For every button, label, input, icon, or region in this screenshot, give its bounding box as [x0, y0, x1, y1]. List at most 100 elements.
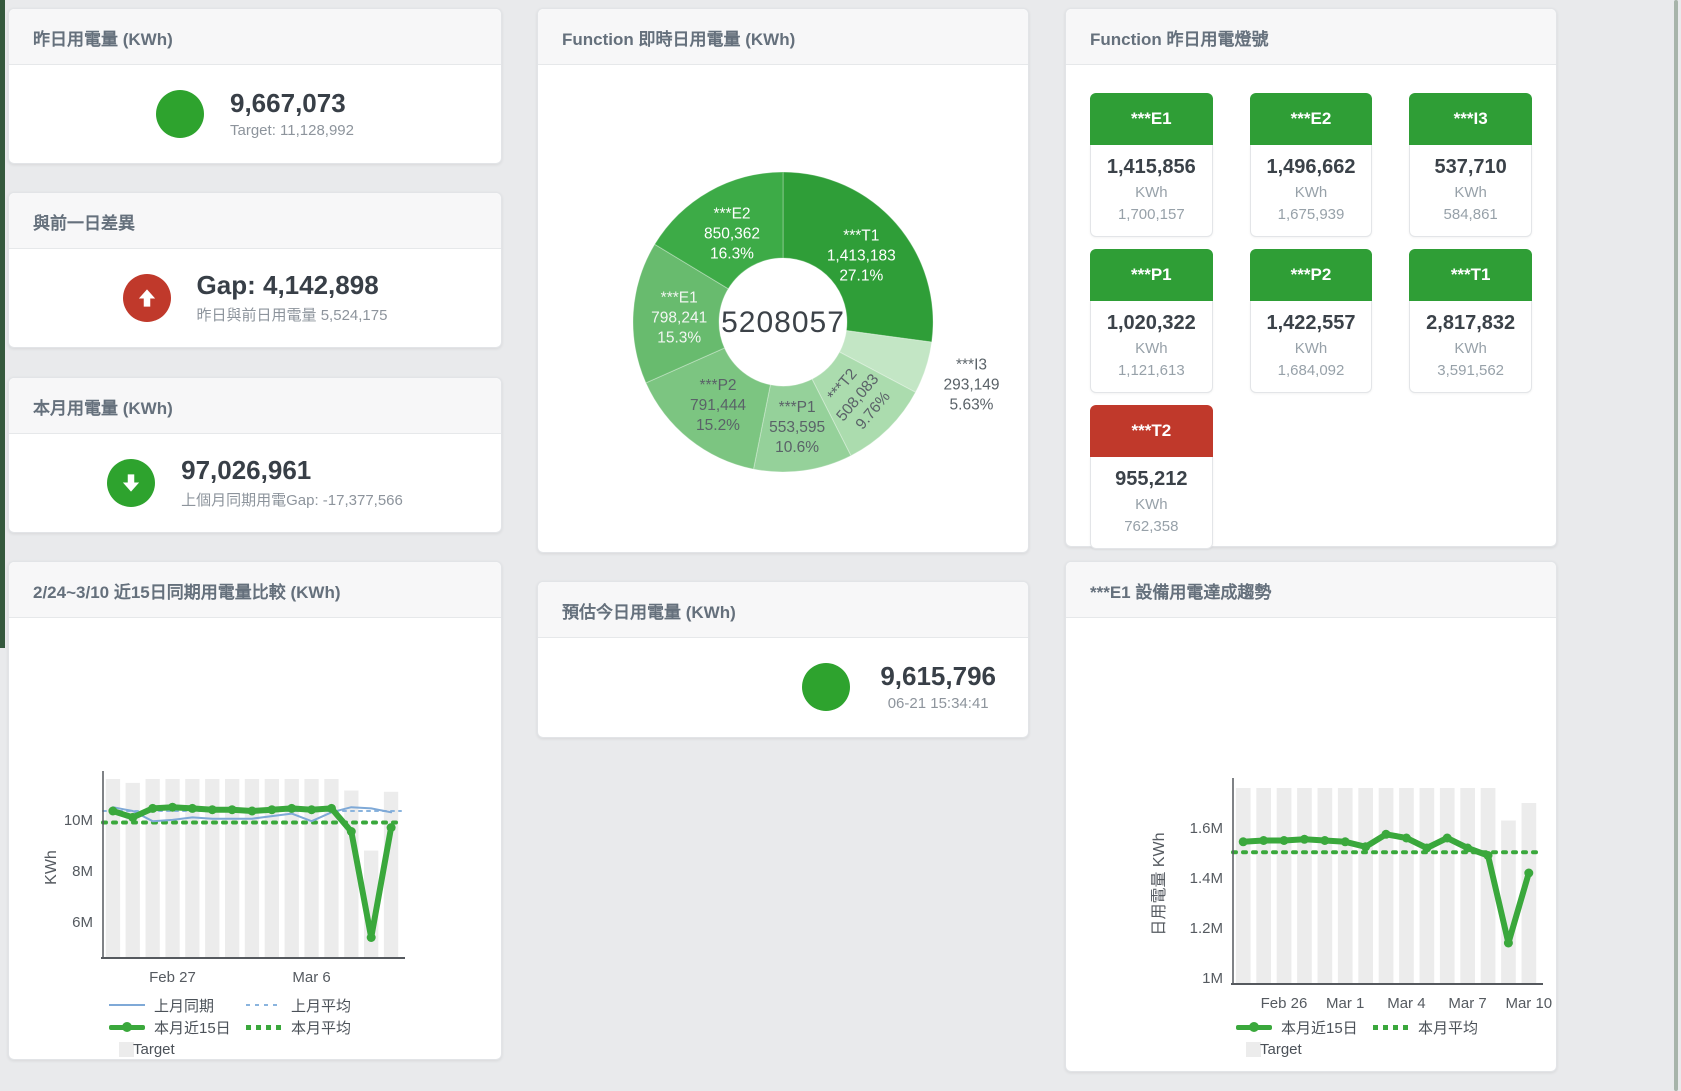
y-tick-label: 1.2M [1190, 920, 1223, 937]
tile-status-header: ***E1 [1090, 93, 1213, 145]
kpi-subtitle: 上個月同期用電Gap: -17,377,566 [181, 491, 403, 509]
kpi-value: Gap: 4,142,898 [196, 270, 379, 301]
target-bar [1399, 788, 1414, 984]
y-tick-label: 10M [64, 812, 93, 829]
tile-status-header: ***T2 [1090, 405, 1213, 457]
donut-slice-label: ***P2 791,444 15.2% [690, 377, 746, 434]
scrollbar[interactable] [1674, 0, 1678, 1091]
legend-item[interactable]: 上月平均 [246, 995, 351, 1016]
legend-item[interactable]: 上月同期 [109, 995, 246, 1016]
target-bar [1378, 788, 1394, 984]
legend-label: 本月平均 [1418, 1019, 1479, 1037]
y-axis-label: KWh [43, 850, 60, 885]
donut-slice[interactable] [782, 171, 934, 343]
target-swatch-icon [1246, 1041, 1261, 1057]
kpi-target: Target: 11,128,992 [230, 121, 354, 139]
card-title: Function 即時日用電量 (KWh) [538, 9, 1028, 65]
tile-status-header: ***P1 [1090, 249, 1213, 301]
device-tile[interactable]: ***I3 537,710 KWh 584,861 [1409, 93, 1532, 237]
legend-item[interactable]: 本月近15日 [109, 1017, 246, 1038]
device-tile[interactable]: ***T2 955,212 KWh 762,358 [1090, 405, 1213, 549]
device-tile[interactable]: ***T1 2,817,832 KWh 3,591,562 [1409, 249, 1532, 393]
chart-legend: 本月近15日 本月平均 Target [1236, 1016, 1556, 1060]
data-point [128, 812, 138, 822]
donut-slice[interactable] [811, 351, 917, 457]
legend-label: Target [133, 1040, 175, 1058]
target-bar [383, 791, 399, 958]
x-tick-label: Feb 27 [149, 969, 196, 986]
legend-label: 本月平均 [291, 1019, 352, 1037]
y-tick-label: 6M [72, 914, 93, 931]
data-point [267, 805, 277, 815]
data-point [386, 823, 396, 833]
tile-body: 2,817,832 KWh 3,591,562 [1409, 301, 1532, 393]
kpi-body: 9,667,073 Target: 11,128,992 [9, 65, 501, 163]
x-tick-label: Feb 26 [1261, 995, 1308, 1012]
card-month-usage: 本月用電量 (KWh) 97,026,961 上個月同期用電Gap: -17,3… [8, 377, 502, 533]
tile-status-header: ***T1 [1409, 249, 1532, 301]
legend-item[interactable]: 本月近15日 [1236, 1017, 1373, 1038]
x-tick-label: Mar 6 [292, 969, 330, 986]
donut-slice-label: ***E2 850,362 16.3% [704, 205, 760, 262]
tile-body: 1,496,662 KWh 1,675,939 [1249, 145, 1373, 237]
target-bar [1460, 788, 1475, 984]
card-day-gap: 與前一日差異 Gap: 4,142,898 昨日與前日用電量 5,524,175 [8, 192, 502, 348]
legend-label: 本月近15日 [1281, 1019, 1358, 1037]
legend-label: 本月近15日 [154, 1019, 231, 1037]
arrow-down-icon [107, 459, 156, 507]
target-bar [1235, 788, 1251, 984]
target-bar [105, 779, 121, 958]
donut-slice[interactable] [645, 347, 771, 470]
card-15day-comparison: 2/24~3/10 近15日同期用電量比較 (KWh) 6M 8M 10M Feb 2… [8, 561, 502, 1060]
data-point [1524, 868, 1534, 878]
data-point [1299, 834, 1309, 844]
legend-item[interactable]: 本月平均 [1373, 1017, 1478, 1038]
tile-unit: KWh [1294, 184, 1328, 201]
card-title: 預估今日用電量 (KWh) [538, 582, 1028, 638]
kpi-value: 9,615,796 [880, 661, 996, 692]
device-tile[interactable]: ***E2 1,496,662 KWh 1,675,939 [1249, 93, 1373, 237]
data-point [108, 806, 118, 816]
legend-item[interactable]: Target [1236, 1041, 1302, 1058]
donut-slice[interactable] [632, 243, 729, 384]
e1-trend-chart: 1M 1.2M 1.4M 1.6M Feb 26 Mar 1 Mar 4 Mar 7 Mar 1… [1151, 778, 1552, 1012]
tile-value: 1,422,557 [1266, 312, 1356, 334]
series-line [111, 806, 393, 823]
card-title: 2/24~3/10 近15日同期用電量比較 (KWh) [9, 562, 501, 618]
kpi-body: 9,615,796 06-21 15:34:41 [538, 638, 1028, 736]
realtime-donut-chart: ***T1 1,413,183 27.1%***I3 293,149 5.63%***T… [632, 171, 1000, 473]
tile-target: 3,591,562 [1437, 362, 1505, 379]
device-tile[interactable]: ***E1 1,415,856 KWh 1,700,157 [1090, 93, 1213, 237]
data-point [168, 802, 177, 812]
tile-value: 955,212 [1115, 468, 1188, 490]
chart-legend: 上月同期 上月平均 本月近15日 本月平均 Target [109, 994, 501, 1060]
tile-target: 1,675,939 [1277, 206, 1345, 223]
tile-value: 537,710 [1434, 156, 1507, 178]
device-tile[interactable]: ***P2 1,422,557 KWh 1,684,092 [1249, 249, 1373, 393]
data-point [148, 803, 158, 813]
y-tick-label: 1M [1202, 970, 1223, 987]
tile-value: 1,496,662 [1266, 156, 1356, 178]
data-point [1340, 837, 1350, 847]
tile-value: 1,415,856 [1106, 156, 1196, 178]
data-point [366, 933, 376, 942]
kpi-body: 97,026,961 上個月同期用電Gap: -17,377,566 [9, 434, 501, 532]
target-bar [1317, 788, 1333, 984]
data-point [1381, 829, 1391, 839]
legend-item[interactable]: 本月平均 [246, 1017, 351, 1038]
target-bar [1337, 788, 1353, 984]
data-point [1422, 843, 1432, 853]
data-point [346, 827, 356, 836]
card-usage-lights: Function 昨日用電燈號 ***E1 1,415,856 KWh 1,700,1… [1065, 8, 1557, 549]
tile-target: 584,861 [1443, 206, 1498, 223]
data-point [1259, 836, 1269, 845]
legend-item[interactable]: Target [109, 1041, 175, 1058]
y-tick-label: 8M [72, 863, 93, 880]
data-point [1463, 843, 1473, 853]
device-tile[interactable]: ***P1 1,020,322 KWh 1,121,613 [1090, 249, 1213, 393]
target-bar [125, 782, 140, 958]
donut-slice-label: ***I3 293,149 5.63% [943, 357, 999, 414]
donut-slice[interactable] [752, 378, 852, 473]
kpi-value: 9,667,073 [230, 88, 346, 119]
donut-slice[interactable] [654, 171, 784, 290]
